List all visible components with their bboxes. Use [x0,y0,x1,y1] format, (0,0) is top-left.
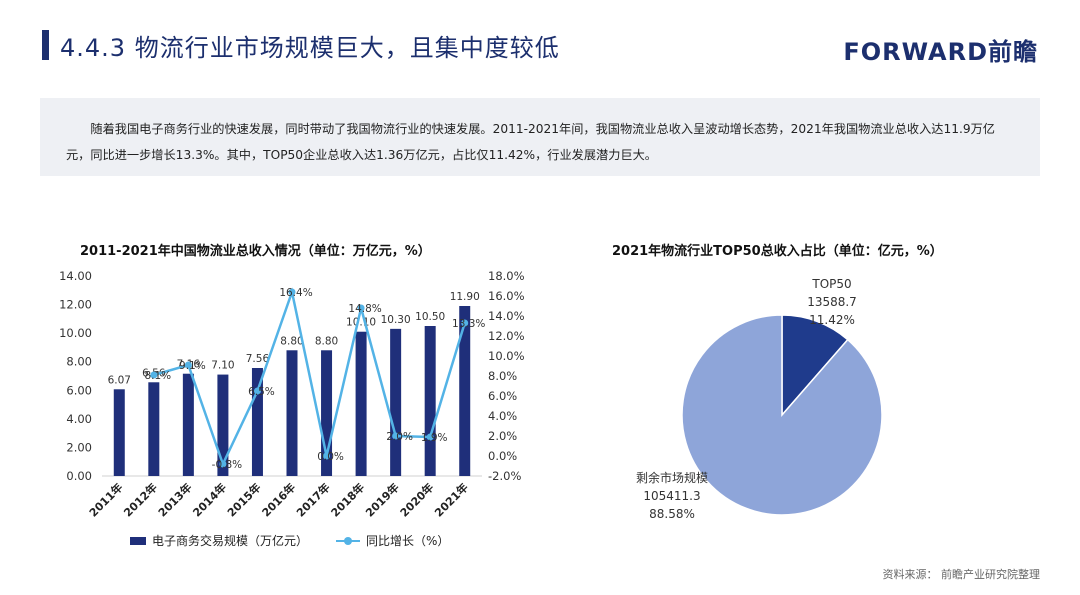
bar [286,350,298,476]
bar [148,382,160,476]
bar-value-label: 7.10 [211,360,234,372]
bar-value-label: 11.90 [450,291,480,303]
bar-value-label: 8.80 [315,335,338,347]
pie-slice [781,314,849,418]
pie-slice-name-label: 剩余市场规模 [636,470,708,485]
y-right-tick: -2.0% [488,469,521,483]
growth-value-label: -0.8% [212,459,242,471]
brand-logo: FORWARD前瞻 [843,38,1038,66]
bar-value-label: 7.56 [246,353,270,365]
chart-legend: 电子商务交易规模（万亿元） 同比增长（%） [130,532,477,549]
legend-item-line: 同比增长（%） [336,532,449,549]
growth-value-label: 6.5% [248,386,275,398]
x-category-label: 2018年 [328,480,367,519]
y-right-tick: 0.0% [488,449,517,463]
x-category-label: 2017年 [293,480,332,519]
growth-point [150,371,158,379]
x-category-label: 2020年 [397,480,436,519]
y-right-tick: 6.0% [488,389,517,403]
growth-value-label: 0.0% [317,451,344,463]
x-category-label: 2014年 [190,480,229,519]
bar [113,389,125,476]
bar [217,374,229,476]
y-right-tick: 8.0% [488,369,517,383]
growth-value-label: 9.1% [179,360,206,372]
bar-value-label: 8.80 [280,335,303,347]
page-title: 4.4.3 物流行业市场规模巨大，且集中度较低 [60,34,560,62]
growth-value-label: 16.4% [279,287,312,299]
y-left-tick: 0.00 [66,469,92,483]
pie-slice-percent-label: 88.58% [649,507,695,521]
bar [182,373,194,476]
legend-line-label: 同比增长（%） [366,534,450,548]
legend-bar-label: 电子商务交易规模（万亿元） [152,534,309,548]
growth-point [253,387,261,395]
y-left-tick: 10.00 [59,326,92,340]
y-right-tick: 16.0% [488,289,525,303]
x-category-label: 2012年 [121,480,160,519]
growth-point [392,432,400,440]
pie-slice [681,314,883,516]
bar [321,350,333,476]
growth-point [323,452,331,460]
bar-value-label: 10.30 [381,314,411,326]
y-right-tick: 18.0% [488,269,525,283]
growth-value-label: 13.3% [452,318,485,330]
growth-point [461,319,469,327]
pie-slice-value-label: 105411.3 [643,489,700,503]
y-left-tick: 14.00 [59,269,92,283]
x-category-label: 2013年 [155,480,194,519]
x-category-label: 2021年 [432,480,471,519]
pie-slice-value-label: 13588.7 [807,295,857,309]
growth-value-label: 14.8% [348,303,381,315]
bar-chart-title: 2011-2021年中国物流业总收入情况（单位：万亿元，%） [80,244,431,259]
y-left-tick: 4.00 [66,412,92,426]
growth-point [184,361,192,369]
growth-point [357,304,365,312]
bar-value-label: 10.50 [415,311,445,323]
bar [459,306,471,476]
title-accent-bar [42,30,49,60]
x-category-label: 2015年 [224,480,263,519]
growth-point [288,288,296,296]
legend-item-bar: 电子商务交易规模（万亿元） [130,532,308,549]
pie-chart-title: 2021年物流行业TOP50总收入占比（单位：亿元，%） [612,244,943,259]
bar-value-label: 10.10 [346,317,376,329]
pie-chart: TOP50 13588.7 11.42% 剩余市场规模 105411.3 88.58% [636,277,883,521]
summary-text: 随着我国电子商务行业的快速发展，同时带动了我国物流行业的快速发展。2011-20… [40,98,1040,176]
y-left-tick: 12.00 [59,298,92,312]
pie-slice-name-label: TOP50 [811,277,851,291]
pie-slice-percent-label: 11.42% [809,313,855,327]
growth-point [219,460,227,468]
y-right-tick: 10.0% [488,349,525,363]
growth-point [426,433,434,441]
legend-bar-swatch [130,536,146,545]
bar [390,328,402,476]
y-right-tick: 2.0% [488,429,517,443]
y-right-tick: 14.0% [488,309,525,323]
y-left-tick: 6.00 [66,383,92,397]
y-right-tick: 4.0% [488,409,517,423]
bar [424,326,436,476]
x-category-label: 2011年 [86,480,125,519]
x-category-label: 2019年 [362,480,401,519]
bar [251,368,263,476]
source-note: 资料来源： 前瞻产业研究院整理 [882,568,1041,581]
bar [355,331,367,476]
y-right-tick: 12.0% [488,329,525,343]
growth-value-label: 1.9% [421,432,448,444]
y-left-tick: 8.00 [66,355,92,369]
legend-line-swatch [336,536,361,545]
growth-value-label: 8.1% [144,370,171,382]
growth-line [153,287,466,468]
y-left-tick: 2.00 [66,440,92,454]
bar-value-label: 6.07 [108,374,131,386]
combo-chart: 0.00 2.00 4.00 6.00 8.00 10.00 12.00 14.00 -2.0%… [59,269,525,520]
x-category-label: 2016年 [259,480,298,519]
growth-value-label: 2.0% [386,431,413,443]
